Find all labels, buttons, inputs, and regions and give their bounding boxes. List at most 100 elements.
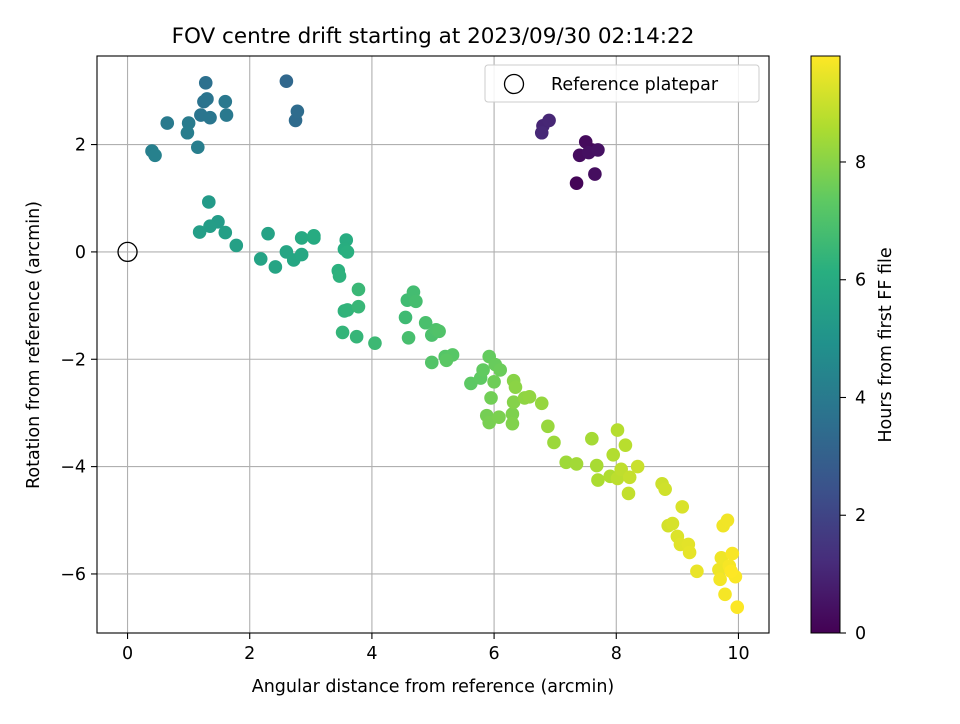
data-point (578, 135, 593, 149)
data-point (569, 457, 584, 471)
data-point (218, 94, 233, 109)
reference-platepar-point (117, 241, 138, 263)
legend: Reference platepar (484, 64, 760, 103)
chart-title: FOV centre drift starting at 2023/09/30 … (172, 24, 695, 49)
data-point (522, 390, 537, 404)
legend-box (484, 64, 760, 103)
data-point (148, 148, 162, 163)
data-point (618, 438, 633, 452)
data-point (253, 252, 268, 266)
data-point (665, 516, 680, 531)
colorbar-ticks: 0 2 4 6 8 (840, 153, 866, 644)
data-point (547, 435, 561, 450)
data-point (201, 195, 216, 209)
data-point (229, 238, 244, 253)
data-point (307, 229, 321, 243)
y-tick-label: 2 (75, 136, 86, 156)
data-point (439, 353, 454, 368)
data-point (160, 116, 175, 130)
data-point (713, 572, 727, 587)
x-tick-label: 8 (611, 644, 622, 664)
colorbar-tick-label: 4 (855, 388, 866, 408)
data-point (203, 110, 217, 125)
data-point (621, 486, 636, 501)
data-point (290, 104, 305, 119)
data-point (192, 225, 207, 239)
data-point (484, 391, 498, 405)
data-point (351, 299, 366, 314)
colorbar-tick-label: 8 (855, 153, 866, 173)
data-point (622, 470, 637, 485)
data-point (351, 282, 366, 297)
data-point (492, 410, 506, 425)
data-point (218, 225, 233, 240)
data-point (332, 269, 347, 283)
legend-marker (503, 73, 525, 95)
data-point (534, 125, 549, 140)
data-point (424, 355, 439, 370)
data-point (730, 600, 745, 615)
data-point (720, 513, 735, 528)
x-tick-label: 6 (489, 644, 500, 664)
data-point (401, 330, 416, 345)
data-point (585, 431, 599, 446)
data-point (589, 458, 604, 473)
data-point (340, 303, 355, 317)
data-point (630, 459, 645, 474)
data-point (180, 125, 195, 140)
y-axis-label: Rotation from reference (arcmin) (24, 201, 44, 489)
y-tick-label: −2 (60, 350, 86, 370)
data-point (368, 336, 382, 350)
x-tick-label: 2 (244, 644, 255, 664)
legend-label: Reference platepar (551, 75, 719, 95)
data-point (219, 108, 234, 122)
reference-marker (117, 241, 138, 263)
data-point (493, 363, 508, 377)
data-point (409, 294, 423, 309)
data-point (349, 329, 364, 344)
data-point (198, 76, 213, 90)
data-point (203, 219, 217, 233)
y-tick-label: 0 (75, 243, 86, 263)
data-point (541, 419, 555, 434)
data-point (294, 247, 309, 262)
data-point (398, 310, 413, 325)
data-point (542, 113, 556, 128)
data-point (487, 375, 501, 389)
y-tick-label: −4 (60, 458, 86, 478)
data-point (294, 231, 309, 245)
colorbar-tick-label: 0 (855, 624, 866, 644)
x-tick-label: 10 (727, 644, 749, 664)
data-point (591, 143, 605, 157)
data-point (418, 315, 433, 330)
data-point (505, 407, 520, 421)
data-point (725, 546, 740, 561)
data-point (559, 455, 573, 470)
data-point (724, 564, 738, 579)
data-point (200, 92, 214, 106)
x-tick-label: 4 (366, 644, 377, 664)
data-point (682, 545, 697, 560)
y-tick-label: −6 (60, 565, 86, 585)
x-axis-label: Angular distance from reference (arcmin) (252, 677, 615, 697)
x-axis-ticks: 0 2 4 6 8 10 (122, 633, 750, 664)
plot-frame (96, 55, 770, 634)
data-point (506, 395, 521, 410)
colorbar-tick-label: 6 (855, 271, 866, 291)
data-point (279, 74, 294, 89)
data-point (606, 448, 621, 462)
data-point (268, 260, 283, 274)
data-point (658, 482, 672, 496)
data-point (614, 462, 628, 477)
data-point (261, 226, 275, 241)
data-point (718, 587, 732, 602)
data-point (340, 245, 355, 259)
data-point (569, 176, 584, 191)
data-point (191, 140, 205, 155)
data-point (505, 416, 520, 431)
data-point (690, 564, 704, 579)
data-point (591, 473, 605, 487)
data-point (588, 167, 602, 181)
colorbar-tick-label: 2 (855, 506, 866, 526)
